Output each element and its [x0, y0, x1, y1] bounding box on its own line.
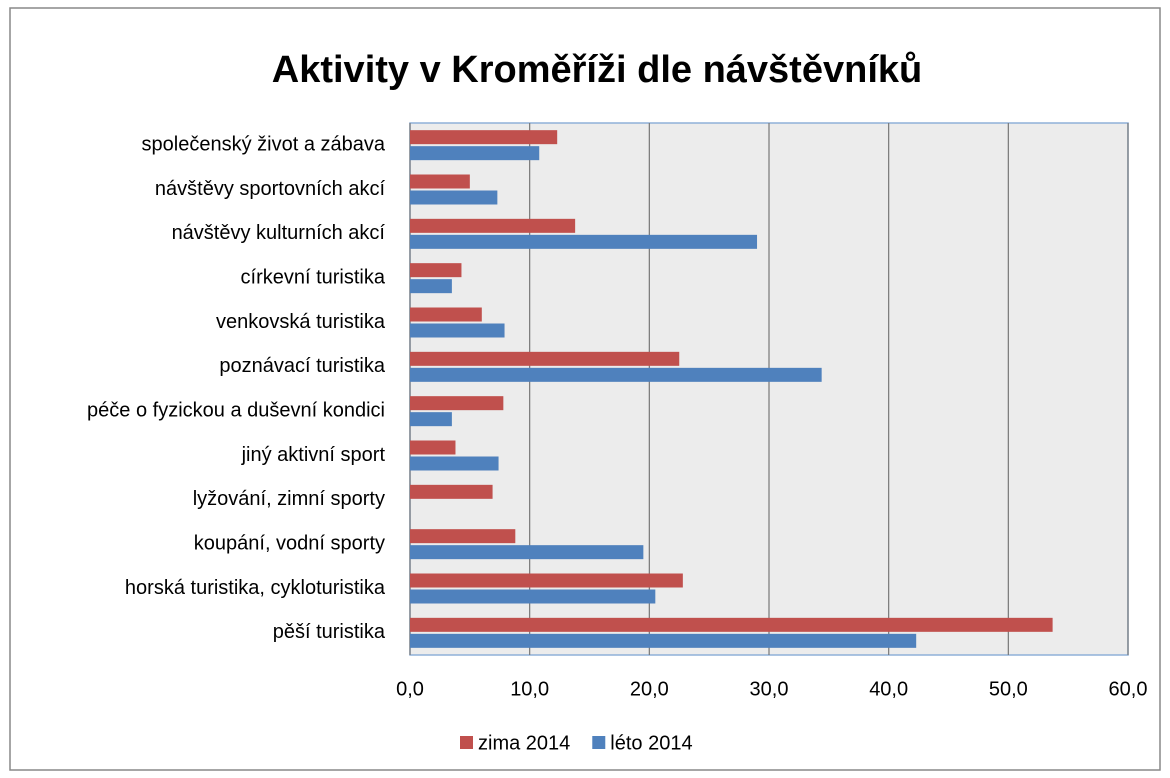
- bar: [410, 456, 499, 471]
- legend-swatch: [592, 736, 606, 749]
- x-tick-label: 0,0: [396, 678, 424, 700]
- bar: [410, 545, 644, 560]
- bar: [410, 323, 505, 338]
- y-tick-label: péče o fyzickou a duševní kondici: [87, 399, 385, 421]
- x-tick-label: 50,0: [989, 678, 1028, 700]
- bar: [410, 190, 498, 205]
- y-tick-label: návštěvy sportovních akcí: [155, 178, 386, 200]
- y-tick-label: venkovská turistika: [216, 311, 386, 333]
- bar: [410, 146, 540, 161]
- bar: [410, 307, 482, 322]
- bar: [410, 396, 504, 411]
- bar: [410, 279, 452, 294]
- y-tick-label: koupání, vodní sporty: [194, 532, 385, 554]
- y-tick-label: návštěvy kulturních akcí: [172, 222, 386, 244]
- bar: [410, 130, 558, 145]
- x-tick-label: 40,0: [869, 678, 908, 700]
- bar: [410, 440, 456, 455]
- x-tick-label: 30,0: [750, 678, 789, 700]
- y-tick-label: horská turistika, cykloturistika: [125, 577, 386, 599]
- bar: [410, 351, 680, 366]
- legend-label: léto 2014: [610, 732, 692, 754]
- y-tick-label: jiný aktivní sport: [241, 444, 386, 466]
- bar: [410, 617, 1053, 632]
- y-tick-label: poznávací turistika: [219, 355, 386, 377]
- x-tick-label: 20,0: [630, 678, 669, 700]
- y-tick-label: lyžování, zimní sporty: [193, 488, 385, 510]
- bar: [410, 589, 656, 604]
- bar: [410, 234, 758, 249]
- bar: [410, 367, 822, 382]
- legend-label: zima 2014: [478, 732, 570, 754]
- bar: [410, 633, 917, 648]
- y-tick-label: církevní turistika: [241, 266, 386, 288]
- bar: [410, 529, 516, 544]
- bar: [410, 573, 683, 588]
- bar: [410, 263, 462, 278]
- x-tick-label: 10,0: [510, 678, 549, 700]
- x-tick-label: 60,0: [1109, 678, 1148, 700]
- bar: [410, 218, 576, 233]
- bar: [410, 174, 470, 189]
- y-tick-label: pěší turistika: [273, 621, 386, 643]
- y-tick-label: společenský život a zábava: [142, 133, 386, 155]
- bar: [410, 412, 452, 427]
- chart-title: Aktivity v Kroměříži dle návštěvníků: [272, 49, 922, 91]
- bar: [410, 484, 493, 499]
- legend-swatch: [460, 736, 473, 749]
